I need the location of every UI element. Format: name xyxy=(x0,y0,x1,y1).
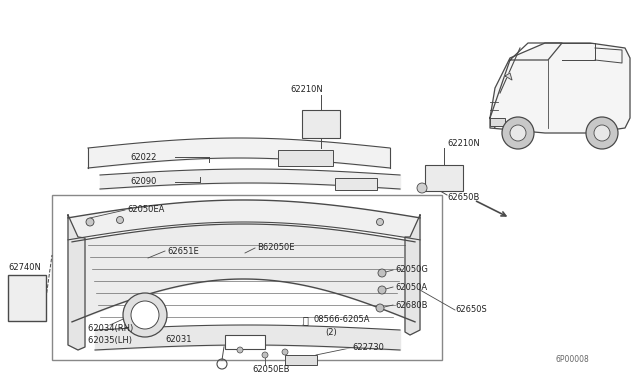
Circle shape xyxy=(86,218,93,225)
Text: 62651E: 62651E xyxy=(167,247,199,256)
Text: 62090: 62090 xyxy=(130,177,156,186)
Text: 622730: 622730 xyxy=(352,343,384,353)
Text: Ⓢ: Ⓢ xyxy=(303,315,309,325)
Bar xyxy=(225,335,265,349)
Text: 62022: 62022 xyxy=(130,153,156,161)
Text: B62050E: B62050E xyxy=(257,244,294,253)
Text: 62050G: 62050G xyxy=(395,266,428,275)
Circle shape xyxy=(86,218,94,226)
Circle shape xyxy=(378,286,386,294)
Text: 62034⁠(RH): 62034⁠(RH) xyxy=(88,324,133,333)
Bar xyxy=(490,118,505,126)
Circle shape xyxy=(417,183,427,193)
Bar xyxy=(425,165,463,191)
Text: 62210N: 62210N xyxy=(291,84,323,93)
Text: 08566-6205A: 08566-6205A xyxy=(313,315,369,324)
Text: 62050A: 62050A xyxy=(395,282,427,292)
Circle shape xyxy=(586,117,618,149)
Text: 62650B: 62650B xyxy=(447,193,479,202)
Bar xyxy=(278,150,333,166)
Bar xyxy=(285,355,317,365)
Text: 62050EB: 62050EB xyxy=(252,366,289,372)
Bar xyxy=(302,110,340,138)
Circle shape xyxy=(282,349,288,355)
Bar xyxy=(8,275,46,321)
Circle shape xyxy=(262,352,268,358)
Text: 62210N: 62210N xyxy=(447,140,480,148)
Text: (2): (2) xyxy=(325,328,337,337)
Circle shape xyxy=(376,304,384,312)
Text: 6P00008: 6P00008 xyxy=(555,356,589,365)
Bar xyxy=(52,195,442,360)
Circle shape xyxy=(123,293,167,337)
Text: 62740N: 62740N xyxy=(8,263,41,273)
Text: 62680B: 62680B xyxy=(395,301,428,310)
Polygon shape xyxy=(405,215,420,335)
Circle shape xyxy=(378,269,386,277)
Circle shape xyxy=(510,125,526,141)
Text: 62050EA: 62050EA xyxy=(127,205,164,215)
Polygon shape xyxy=(490,43,630,133)
Circle shape xyxy=(502,117,534,149)
Text: 62035⁠(LH): 62035⁠(LH) xyxy=(88,336,132,344)
Text: 62650S: 62650S xyxy=(455,305,487,314)
Circle shape xyxy=(376,218,383,225)
Circle shape xyxy=(237,347,243,353)
Bar xyxy=(335,178,377,190)
Circle shape xyxy=(116,217,124,224)
Circle shape xyxy=(594,125,610,141)
Text: 62031: 62031 xyxy=(165,336,191,344)
Circle shape xyxy=(131,301,159,329)
Polygon shape xyxy=(68,215,85,350)
Polygon shape xyxy=(505,73,512,80)
